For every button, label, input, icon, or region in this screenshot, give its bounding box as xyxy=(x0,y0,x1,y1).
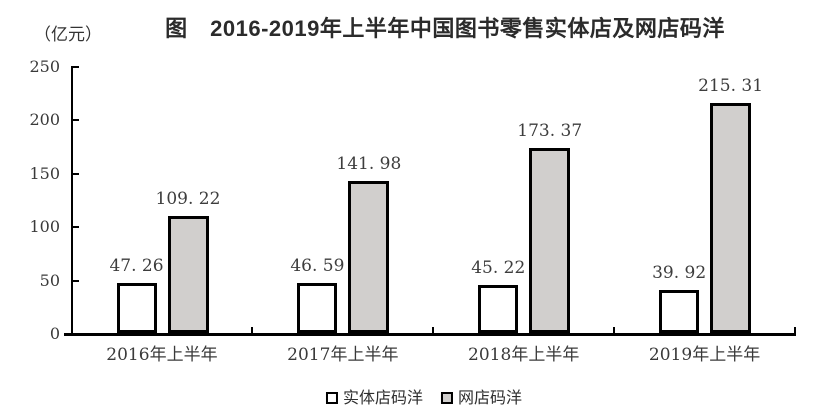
legend-swatch xyxy=(441,392,453,404)
y-axis-unit-label: （亿元） xyxy=(34,25,102,45)
bar-online-store xyxy=(529,148,571,333)
bar-value-label: 173. 37 xyxy=(517,121,583,141)
y-axis-line xyxy=(71,66,73,336)
bar-value-label: 39. 92 xyxy=(652,263,707,283)
x-axis-tick xyxy=(613,327,616,333)
bar-online-store xyxy=(348,181,390,333)
y-tick-label: 50 xyxy=(39,270,60,290)
chart-title: 图 2016-2019年上半年中国图书零售实体店及网店码洋 xyxy=(165,16,725,41)
y-tick-label: 100 xyxy=(29,217,60,237)
y-axis-tick xyxy=(73,172,79,175)
legend-entry-online-store: 网店码洋 xyxy=(441,388,522,408)
legend-label: 网店码洋 xyxy=(458,388,523,407)
x-axis-tick xyxy=(794,327,796,333)
legend: 实体店码洋 网店码洋 xyxy=(325,388,522,408)
x-axis-tick xyxy=(432,327,435,333)
bar-physical-store xyxy=(659,290,700,333)
bar-value-label: 46. 59 xyxy=(290,256,345,276)
y-tick-label: 250 xyxy=(29,57,60,76)
y-axis-tick xyxy=(73,119,79,122)
category-label: 2019年上半年 xyxy=(648,345,761,365)
y-tick-label: 0 xyxy=(49,324,60,343)
bar-physical-store xyxy=(478,285,519,333)
y-axis-tick xyxy=(73,66,79,68)
category-label: 2017年上半年 xyxy=(287,345,399,365)
bar-value-label: 47. 26 xyxy=(109,256,164,276)
category-label: 2016年上半年 xyxy=(106,345,218,365)
bar-physical-store xyxy=(116,283,157,333)
bar-value-label: 215. 31 xyxy=(698,76,764,96)
y-tick-label: 200 xyxy=(29,110,60,130)
y-axis-tick xyxy=(73,279,79,282)
legend-swatch xyxy=(325,392,338,404)
y-tick-label: 150 xyxy=(29,163,60,183)
x-axis-tick xyxy=(251,327,254,333)
y-axis-tick xyxy=(73,226,79,229)
category-label: 2018年上半年 xyxy=(468,345,580,365)
bar-value-label: 45. 22 xyxy=(471,258,526,278)
bar-value-label: 109. 22 xyxy=(155,189,221,209)
bar-online-store xyxy=(167,216,209,333)
legend-label: 实体店码洋 xyxy=(342,388,423,407)
x-axis-line xyxy=(64,333,796,336)
bar-value-label: 141. 98 xyxy=(336,154,402,174)
legend-entry-physical-store: 实体店码洋 xyxy=(325,388,423,408)
bar-online-store xyxy=(710,103,752,333)
bar-physical-store xyxy=(297,283,338,333)
